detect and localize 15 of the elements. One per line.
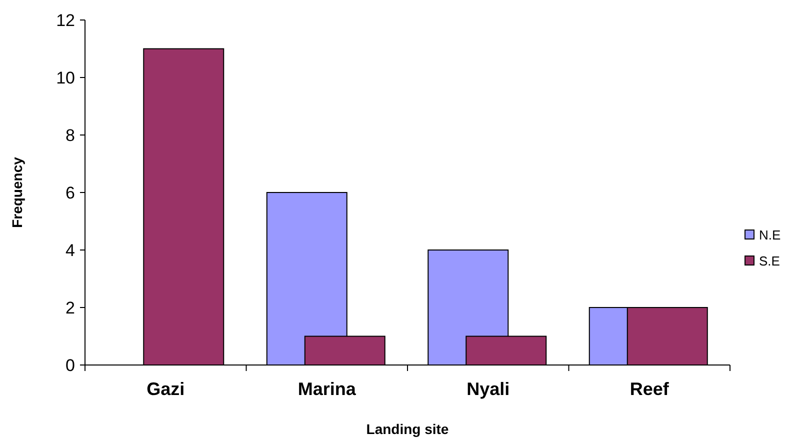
- y-tick-label: 0: [66, 356, 75, 375]
- x-tick-label: Gazi: [146, 379, 185, 399]
- x-tick-label: Marina: [298, 379, 357, 399]
- x-tick-label: Nyali: [466, 379, 510, 399]
- y-tick-label: 6: [66, 183, 75, 202]
- y-tick-label: 8: [66, 126, 75, 145]
- x-axis-title: Landing site: [366, 421, 449, 437]
- y-tick-label: 4: [66, 240, 75, 260]
- legend-label: N.E: [759, 228, 781, 243]
- y-axis-title: Frequency: [9, 156, 25, 228]
- y-tick-label: 2: [66, 298, 75, 318]
- y-tick-label: 10: [56, 68, 75, 88]
- x-tick-label: Reef: [630, 379, 670, 399]
- legend-label: S.E: [759, 254, 780, 269]
- y-tick-label: 12: [56, 10, 75, 30]
